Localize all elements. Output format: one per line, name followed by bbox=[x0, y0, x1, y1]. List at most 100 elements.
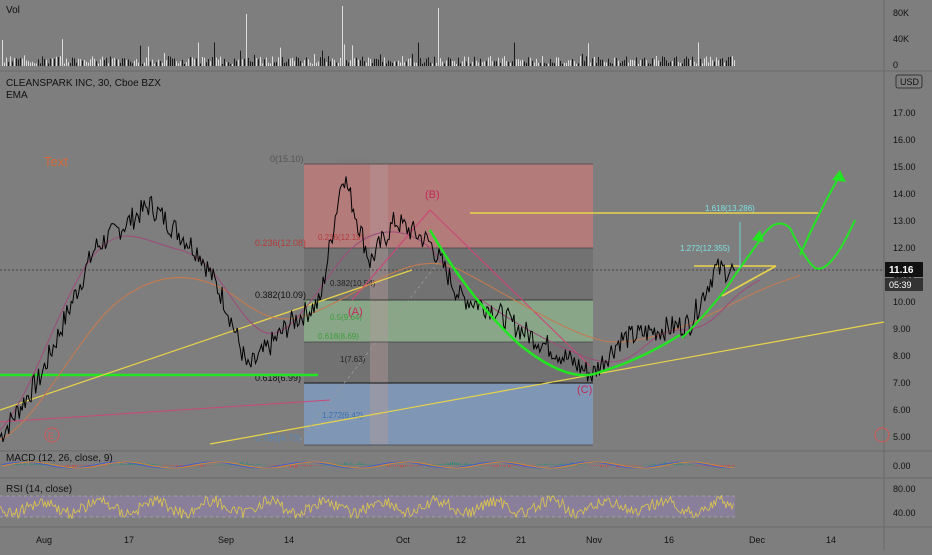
volume-bar bbox=[30, 62, 31, 66]
volume-bar bbox=[226, 62, 227, 66]
macd-bar bbox=[178, 465, 180, 466]
wave-label-a[interactable]: (A) bbox=[348, 306, 363, 318]
macd-bar bbox=[600, 465, 602, 467]
text-note[interactable]: Text bbox=[44, 154, 68, 169]
macd-bar bbox=[116, 464, 118, 466]
time-axis[interactable]: Aug 17 Sep 14 Oct 12 21 Nov 16 Dec 14 bbox=[36, 535, 836, 545]
volume-bar bbox=[692, 56, 693, 66]
arrow-head-icon[interactable] bbox=[832, 170, 846, 182]
trendline-yellow-left[interactable] bbox=[0, 269, 413, 411]
macd-bar bbox=[66, 465, 68, 467]
macd-bar bbox=[728, 465, 730, 468]
macd-bar bbox=[366, 464, 368, 465]
wave-label-b[interactable]: (B) bbox=[425, 189, 440, 201]
volume-bar bbox=[174, 58, 175, 66]
macd-bar bbox=[132, 463, 134, 465]
earnings-marker-icon[interactable] bbox=[44, 427, 60, 443]
volume-bar bbox=[304, 60, 305, 66]
triangle-yellow-lower[interactable] bbox=[721, 265, 777, 297]
volume-bar bbox=[164, 52, 165, 66]
volume-bar bbox=[106, 57, 107, 66]
currency-badge-box[interactable] bbox=[895, 74, 923, 89]
volume-bar bbox=[300, 61, 301, 66]
volume-bar bbox=[398, 60, 399, 66]
volume-bar bbox=[94, 58, 95, 66]
volume-bar bbox=[626, 56, 627, 66]
macd-bar bbox=[358, 462, 360, 465]
volume-bar bbox=[52, 58, 53, 66]
macd-bar bbox=[12, 464, 14, 466]
macd-bar bbox=[364, 464, 366, 465]
volume-bar bbox=[184, 63, 185, 66]
volume-bar bbox=[734, 60, 735, 66]
macd-bar bbox=[416, 465, 418, 467]
wave-label-c[interactable]: (C) bbox=[577, 384, 592, 396]
macd-bar bbox=[414, 465, 416, 466]
macd-bar bbox=[702, 465, 704, 466]
macd-bar bbox=[448, 463, 450, 465]
currency-badge[interactable]: USD bbox=[900, 77, 920, 87]
volume-bar bbox=[46, 59, 47, 66]
volume-bar bbox=[410, 58, 411, 66]
trendline-yellow-long[interactable] bbox=[209, 321, 885, 445]
macd-bar bbox=[104, 465, 106, 466]
volume-bar bbox=[376, 58, 377, 66]
wave-line-b-c[interactable] bbox=[429, 209, 591, 367]
macd-bar bbox=[352, 464, 354, 465]
macd-bar bbox=[266, 464, 268, 466]
volume-bar bbox=[196, 58, 197, 66]
macd-bar bbox=[464, 463, 466, 465]
earnings-marker-right-icon[interactable] bbox=[874, 427, 890, 443]
macd-bar bbox=[108, 464, 110, 466]
macd-bar bbox=[342, 463, 344, 465]
volume-bar bbox=[534, 62, 535, 66]
earnings-marker-label[interactable]: E bbox=[48, 431, 54, 441]
volume-bar bbox=[550, 58, 551, 66]
macd-bar bbox=[276, 465, 278, 467]
macd-bar bbox=[346, 462, 348, 465]
projection-arrow-green[interactable] bbox=[799, 174, 841, 256]
volume-bar bbox=[624, 60, 625, 66]
handle-green[interactable] bbox=[681, 274, 736, 339]
volume-bar bbox=[38, 59, 39, 66]
price-tick-label: 9.00 bbox=[893, 324, 911, 334]
macd-bar bbox=[254, 464, 256, 466]
macd-bar bbox=[500, 465, 502, 466]
macd-bar bbox=[76, 465, 78, 467]
macd-bar bbox=[436, 464, 438, 466]
cup-curve-green[interactable] bbox=[428, 229, 681, 377]
volume-bar bbox=[666, 60, 667, 66]
fib-label-0382: 0.382(10.09) bbox=[255, 290, 306, 300]
volume-bar bbox=[702, 63, 703, 66]
macd-bar bbox=[36, 463, 38, 465]
macd-bar bbox=[174, 465, 176, 466]
volume-bar bbox=[132, 63, 133, 66]
volume-bar bbox=[470, 63, 471, 66]
macd-bar bbox=[258, 464, 260, 465]
macd-bar bbox=[114, 464, 116, 466]
time-tick-label: 17 bbox=[124, 535, 134, 545]
price-tick-label: 6.00 bbox=[893, 405, 911, 415]
macd-bar bbox=[498, 465, 500, 467]
macd-bar bbox=[490, 465, 492, 466]
volume-bar bbox=[454, 61, 455, 66]
volume-bar bbox=[24, 55, 25, 66]
trendline-pink[interactable] bbox=[0, 399, 331, 423]
arrow-head-icon-2[interactable] bbox=[752, 230, 764, 242]
projection-green[interactable] bbox=[734, 219, 856, 276]
price-axis[interactable]: 17.0016.0015.0014.0013.0012.0011.0010.00… bbox=[893, 108, 916, 442]
volume-bar bbox=[48, 63, 49, 66]
volume-bar bbox=[500, 63, 501, 66]
volume-bar bbox=[296, 56, 297, 66]
macd-bar bbox=[616, 465, 618, 468]
volume-bar bbox=[546, 63, 547, 66]
macd-bar bbox=[486, 465, 488, 466]
macd-bar bbox=[516, 465, 518, 466]
macd-bar bbox=[102, 465, 104, 466]
macd-bar bbox=[458, 462, 460, 465]
volume-tick-40k: 40K bbox=[893, 34, 909, 44]
wave-line-a-b[interactable] bbox=[351, 209, 431, 301]
volume-bar bbox=[572, 58, 573, 66]
fib-zone-bottom bbox=[304, 383, 593, 445]
